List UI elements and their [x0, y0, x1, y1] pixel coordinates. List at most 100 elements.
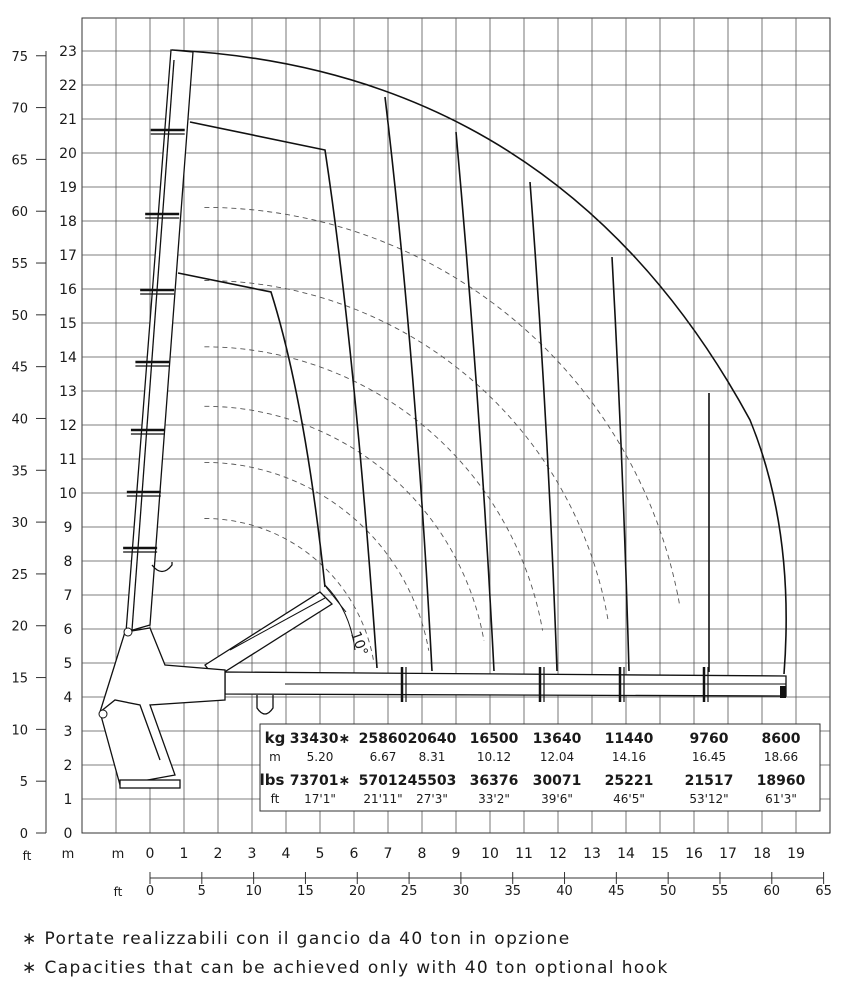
capacity-kg-value: 13640: [533, 731, 582, 747]
y-ft-tick-label: 10: [11, 723, 28, 738]
x-m-unit-label: m: [112, 847, 125, 862]
radius-ft-value: 46'5": [613, 792, 645, 806]
radius-m-value: 16.45: [692, 750, 726, 764]
y-ft-tick-label: 65: [11, 153, 28, 168]
y-m-tick-label: 15: [59, 316, 77, 332]
capacity-kg-value: 16500: [470, 731, 519, 747]
footnote-italian: ∗ Portate realizzabili con il gancio da …: [22, 929, 571, 949]
y-m-tick-label: 8: [64, 554, 73, 570]
x-m-tick-label: 2: [214, 846, 223, 862]
x-ft-tick-label: 40: [556, 884, 573, 899]
working-range-curve: [455, 131, 495, 672]
boom-tip: [780, 686, 786, 698]
y-m-tick-label: 1: [64, 792, 73, 808]
capacity-lbs-value: 18960: [757, 773, 806, 789]
working-range-curve: [611, 256, 630, 672]
radius-ft-value: 61'3": [765, 792, 797, 806]
y-m-tick-label: 18: [59, 214, 77, 230]
capacity-lbs-value: 45503: [408, 773, 457, 789]
y-ft-tick-label: 75: [11, 50, 28, 65]
dashed-boom-arc: [204, 280, 609, 620]
capacity-kg-value: 9760: [690, 731, 729, 747]
dashed-boom-arc: [204, 518, 374, 661]
x-m-tick-label: 18: [753, 846, 771, 862]
hook-horizontal: [256, 695, 274, 715]
crane-foot: [119, 779, 181, 789]
capacity-kg-value: 25860: [359, 731, 408, 747]
y-ft-tick-label: 45: [11, 361, 28, 376]
y-m-tick-label: 23: [59, 44, 77, 60]
boom-inner-line: [131, 59, 175, 631]
radius-m-value: 18.66: [764, 750, 798, 764]
y-ft-unit-label: ft: [23, 849, 32, 863]
x-ft-unit-label: ft: [114, 885, 123, 899]
y-m-tick-label: 22: [59, 78, 77, 94]
y-m-tick-label: 13: [59, 384, 77, 400]
table-frame: [259, 723, 821, 812]
working-range-curves: [171, 49, 787, 675]
x-ft-tick-label: 60: [764, 884, 781, 899]
radius-m-value: 12.04: [540, 750, 574, 764]
capacity-lbs-value: 25221: [605, 773, 654, 789]
row-label-lbs: lbs: [260, 771, 285, 789]
x-ft-tick-label: 5: [198, 884, 206, 899]
y-ft-tick-label: 40: [11, 412, 28, 427]
crane-column: [99, 627, 226, 786]
pivot-pin: [123, 627, 133, 637]
x-m-tick-label: 8: [418, 846, 427, 862]
x-ft-tick-label: 50: [660, 884, 677, 899]
working-range-curve: [384, 96, 433, 672]
working-range-curve: [177, 272, 326, 588]
x-ft-tick-label: 35: [504, 884, 521, 899]
y-m-tick-label: 16: [59, 282, 77, 298]
footnote-english: ∗ Capacities that can be achieved only w…: [22, 958, 669, 978]
x-ft-tick-label: 10: [245, 884, 262, 899]
x-m-tick-label: 3: [248, 846, 257, 862]
x-m-tick-label: 19: [787, 846, 805, 862]
capacity-lbs-value: 73701∗: [290, 773, 350, 789]
pivot-pin: [98, 709, 108, 719]
capacity-kg-value: 20640: [408, 731, 457, 747]
x-m-tick-label: 13: [583, 846, 601, 862]
chart-axes: 0123456789101112131415161718192021222305…: [11, 44, 831, 899]
y-ft-tick-label: 5: [20, 775, 28, 790]
working-range-curve: [171, 49, 787, 675]
x-m-tick-label: 10: [481, 846, 499, 862]
x-ft-tick-label: 20: [349, 884, 366, 899]
capacity-lbs-value: 21517: [685, 773, 734, 789]
y-m-tick-label: 19: [59, 180, 77, 196]
capacity-table: kg m lbs ft 33430∗ 5.20 73701∗ 17'1" 25860 6.67 57…: [259, 723, 821, 812]
x-m-tick-label: 4: [282, 846, 291, 862]
y-m-unit-label: m: [62, 847, 75, 862]
radius-m-value: 14.16: [612, 750, 646, 764]
y-m-tick-label: 0: [64, 826, 73, 842]
y-m-tick-label: 4: [64, 690, 73, 706]
x-m-tick-label: 5: [316, 846, 325, 862]
angle-arm: [325, 586, 347, 613]
y-ft-tick-label: 60: [11, 205, 28, 220]
row-label-ft: ft: [271, 792, 280, 806]
x-m-tick-label: 7: [384, 846, 393, 862]
y-m-tick-label: 6: [64, 622, 73, 638]
x-ft-tick-label: 25: [401, 884, 418, 899]
radius-m-value: 5.20: [307, 750, 334, 764]
y-ft-tick-label: 35: [11, 464, 28, 479]
x-m-tick-label: 6: [350, 846, 359, 862]
x-m-tick-label: 11: [515, 846, 533, 862]
y-m-tick-label: 12: [59, 418, 77, 434]
working-range-curve: [529, 181, 558, 672]
dashed-boom-arc: [204, 346, 544, 631]
radius-ft-value: 17'1": [304, 792, 336, 806]
crane-drawing: 10°: [98, 49, 787, 789]
x-m-tick-label: 17: [719, 846, 737, 862]
radius-m-value: 10.12: [477, 750, 511, 764]
y-ft-tick-label: 0: [20, 827, 28, 842]
y-m-tick-label: 17: [59, 248, 77, 264]
radius-m-value: 6.67: [370, 750, 397, 764]
working-range-curve: [189, 121, 378, 669]
crane-ram: [99, 699, 161, 761]
angle-arc: [324, 584, 356, 651]
boom-vertical: [125, 49, 194, 633]
y-m-tick-label: 3: [64, 724, 73, 740]
